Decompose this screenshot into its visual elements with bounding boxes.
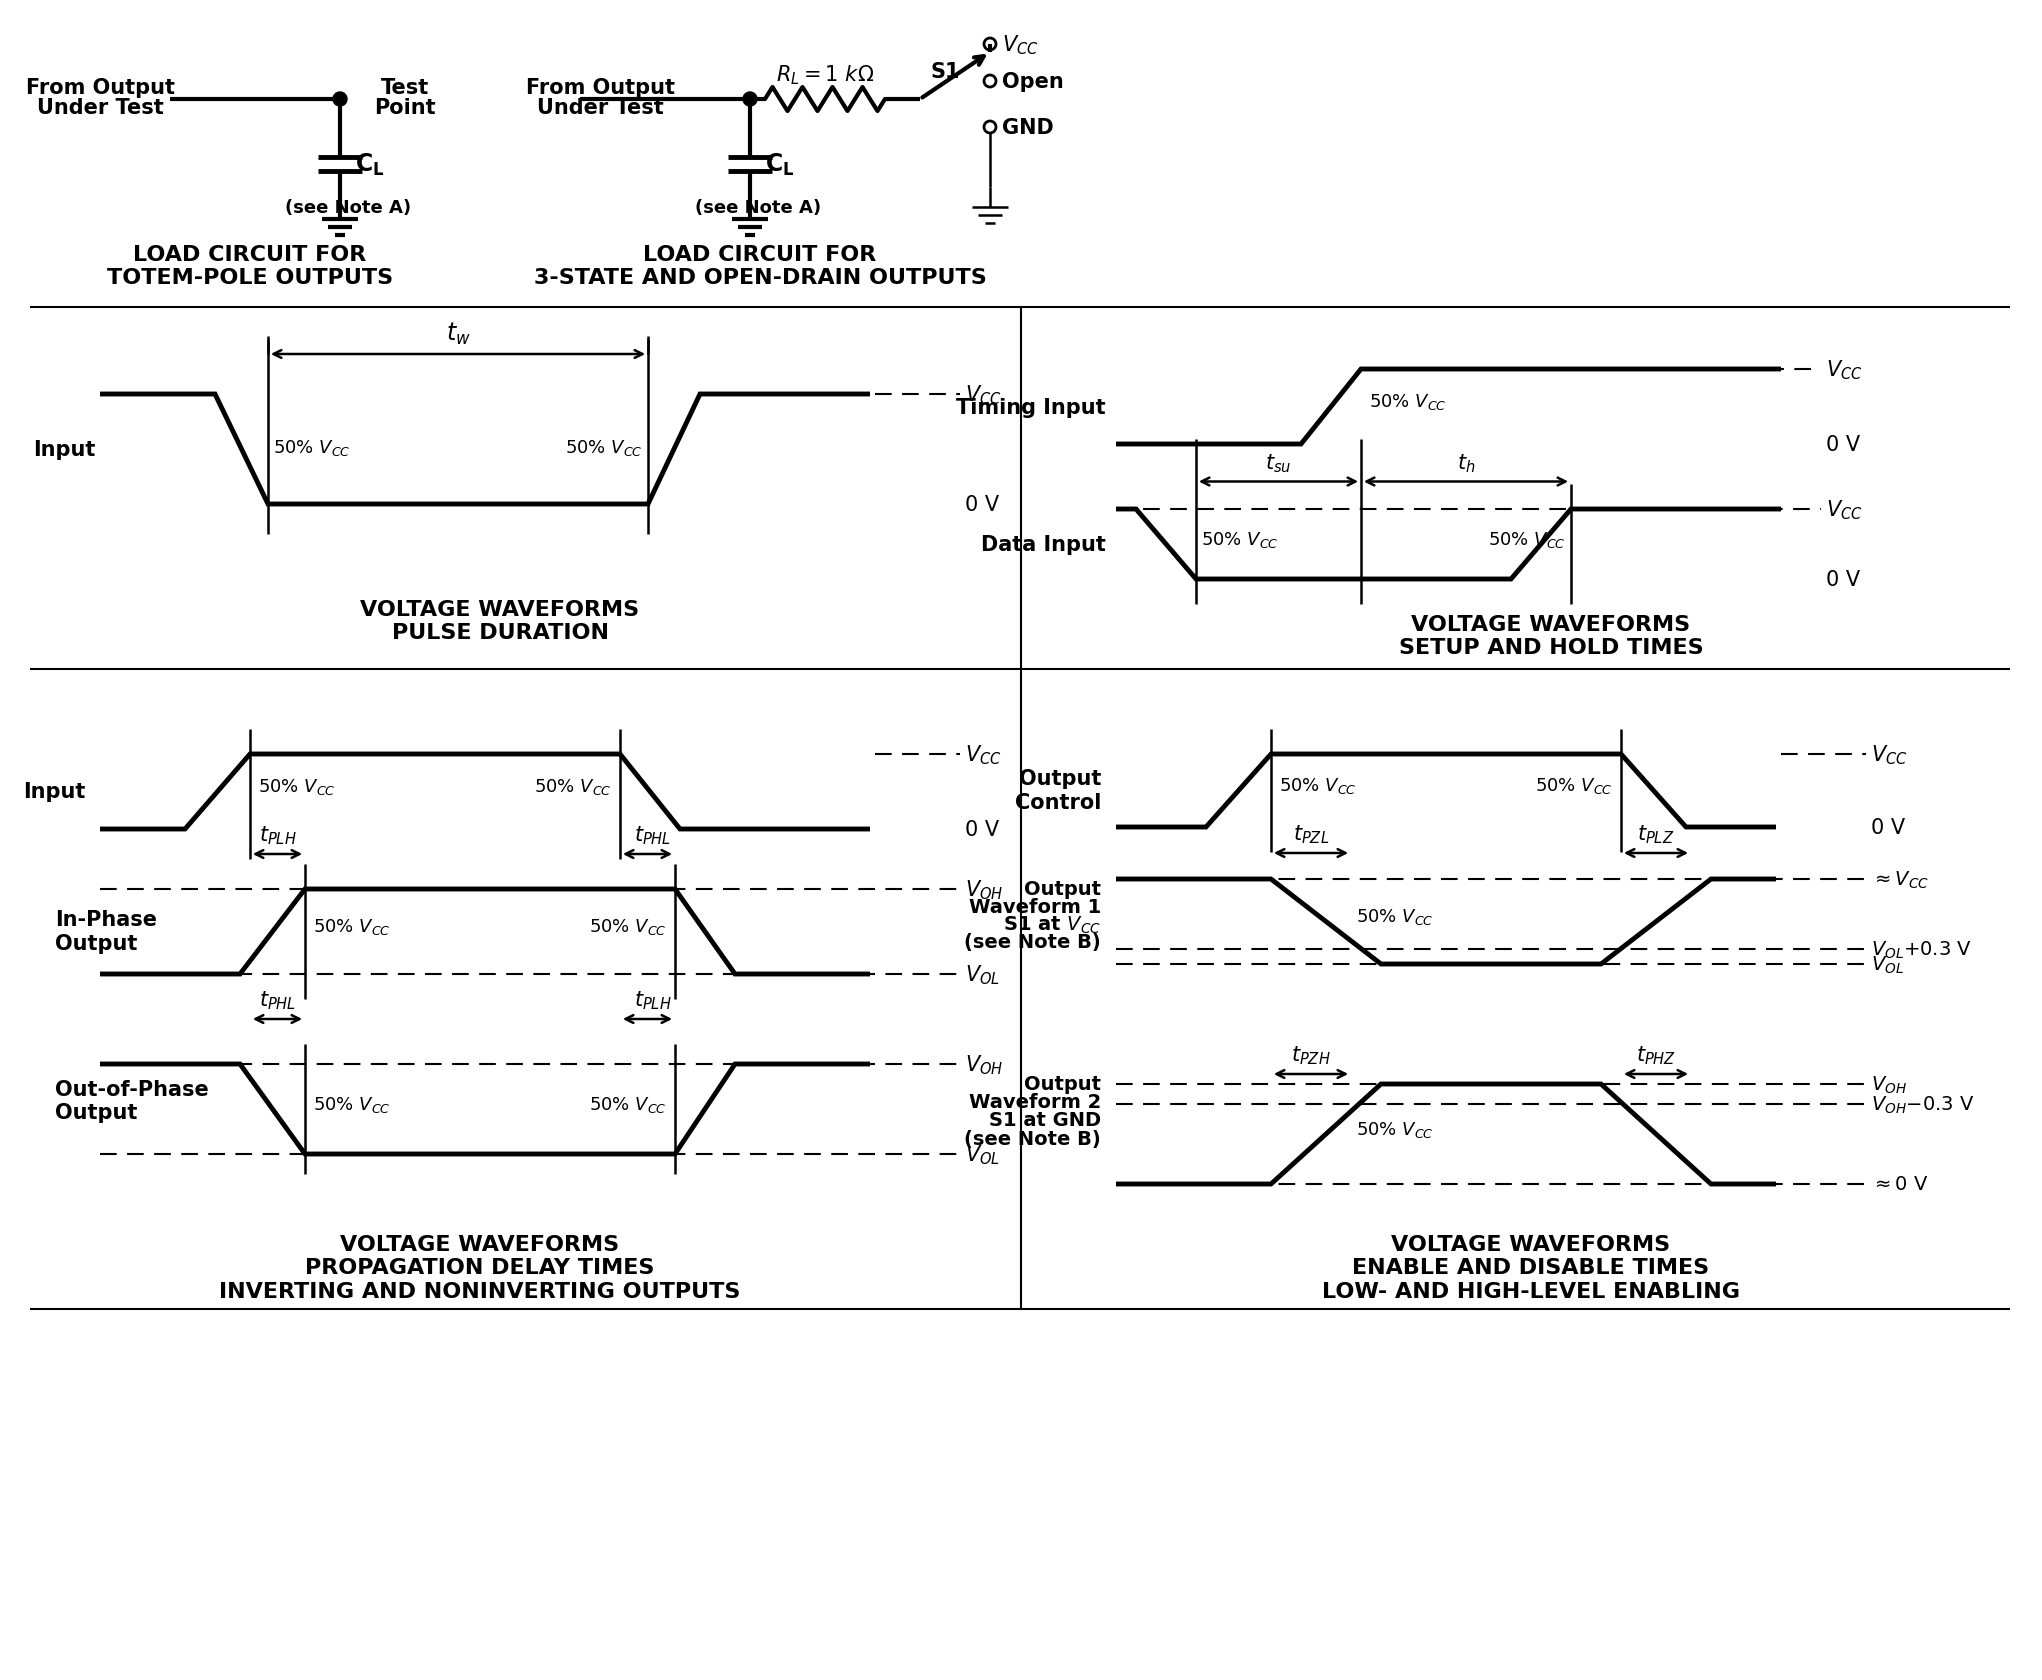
Text: Point: Point xyxy=(374,97,435,118)
Text: $V_{OH}$: $V_{OH}$ xyxy=(966,1053,1003,1077)
Text: 50% $V_{CC}$: 50% $V_{CC}$ xyxy=(1489,529,1566,549)
Text: $R_L = 1\ k\Omega$: $R_L = 1\ k\Omega$ xyxy=(776,64,874,87)
Text: $t_{PHL}$: $t_{PHL}$ xyxy=(633,823,672,847)
Text: 50% $V_{CC}$: 50% $V_{CC}$ xyxy=(257,778,335,796)
Text: Open: Open xyxy=(1003,72,1064,92)
Text: $V_{CC}$: $V_{CC}$ xyxy=(966,383,1003,407)
Text: VOLTAGE WAVEFORMS: VOLTAGE WAVEFORMS xyxy=(1411,615,1691,635)
Text: INVERTING AND NONINVERTING OUTPUTS: INVERTING AND NONINVERTING OUTPUTS xyxy=(218,1282,741,1302)
Text: 0 V: 0 V xyxy=(1870,818,1905,838)
Text: 50% $V_{CC}$: 50% $V_{CC}$ xyxy=(312,917,390,937)
Text: Output: Output xyxy=(55,1102,137,1122)
Text: $t_{PHZ}$: $t_{PHZ}$ xyxy=(1636,1043,1676,1067)
Text: $V_{OL}$: $V_{OL}$ xyxy=(966,1142,1001,1166)
Text: Output: Output xyxy=(55,934,137,954)
Text: TOTEM-POLE OUTPUTS: TOTEM-POLE OUTPUTS xyxy=(106,267,392,287)
Text: LOW- AND HIGH-LEVEL ENABLING: LOW- AND HIGH-LEVEL ENABLING xyxy=(1321,1282,1740,1302)
Text: 50% $V_{CC}$: 50% $V_{CC}$ xyxy=(590,1094,668,1114)
Text: Output: Output xyxy=(1023,1075,1101,1094)
Text: S1 at $V_{CC}$: S1 at $V_{CC}$ xyxy=(1003,914,1101,936)
Text: (see Note B): (see Note B) xyxy=(964,932,1101,953)
Text: LOAD CIRCUIT FOR: LOAD CIRCUIT FOR xyxy=(643,245,876,265)
Text: (see Note A): (see Note A) xyxy=(286,198,410,217)
Text: $t_{PZL}$: $t_{PZL}$ xyxy=(1293,823,1329,845)
Text: 50% $V_{CC}$: 50% $V_{CC}$ xyxy=(1356,907,1433,927)
Text: Under Test: Under Test xyxy=(537,97,664,118)
Text: $t_w$: $t_w$ xyxy=(445,321,470,346)
Text: ENABLE AND DISABLE TIMES: ENABLE AND DISABLE TIMES xyxy=(1352,1257,1709,1277)
Text: $\mathbf{C_L}$: $\mathbf{C_L}$ xyxy=(355,151,384,178)
Text: $t_h$: $t_h$ xyxy=(1456,452,1474,474)
Text: 3-STATE AND OPEN-DRAIN OUTPUTS: 3-STATE AND OPEN-DRAIN OUTPUTS xyxy=(533,267,986,287)
Text: S1 at GND: S1 at GND xyxy=(988,1110,1101,1131)
Text: 50% $V_{CC}$: 50% $V_{CC}$ xyxy=(590,917,668,937)
Text: VOLTAGE WAVEFORMS: VOLTAGE WAVEFORMS xyxy=(341,1235,619,1255)
Text: 50% $V_{CC}$: 50% $V_{CC}$ xyxy=(1201,529,1278,549)
Text: $V_{OL}$: $V_{OL}$ xyxy=(966,963,1001,986)
Text: 0 V: 0 V xyxy=(966,494,999,514)
Text: Data Input: Data Input xyxy=(980,534,1107,554)
Circle shape xyxy=(743,92,758,108)
Text: 50% $V_{CC}$: 50% $V_{CC}$ xyxy=(1356,1119,1433,1139)
Text: 0 V: 0 V xyxy=(966,820,999,840)
Text: Output: Output xyxy=(1019,769,1101,790)
Text: VOLTAGE WAVEFORMS: VOLTAGE WAVEFORMS xyxy=(1391,1235,1670,1255)
Text: 0 V: 0 V xyxy=(1826,570,1860,590)
Text: $t_{PLH}$: $t_{PLH}$ xyxy=(633,990,672,1011)
Text: 50% $V_{CC}$: 50% $V_{CC}$ xyxy=(1368,391,1446,412)
Text: 50% $V_{CC}$: 50% $V_{CC}$ xyxy=(566,438,643,457)
Circle shape xyxy=(333,92,347,108)
Text: 0 V: 0 V xyxy=(1826,435,1860,455)
Text: 50% $V_{CC}$: 50% $V_{CC}$ xyxy=(312,1094,390,1114)
Text: LOAD CIRCUIT FOR: LOAD CIRCUIT FOR xyxy=(133,245,368,265)
Text: $\approx$0 V: $\approx$0 V xyxy=(1870,1174,1930,1194)
Text: GND: GND xyxy=(1003,118,1054,138)
Text: $\mathbf{C_L}$: $\mathbf{C_L}$ xyxy=(766,151,794,178)
Text: S1: S1 xyxy=(929,62,960,82)
Text: $V_{OH}$: $V_{OH}$ xyxy=(1870,1074,1907,1095)
Text: $t_{PHL}$: $t_{PHL}$ xyxy=(259,990,296,1011)
Text: $V_{CC}$: $V_{CC}$ xyxy=(1870,743,1907,766)
Text: 50% $V_{CC}$: 50% $V_{CC}$ xyxy=(274,438,351,457)
Text: $V_{CC}$: $V_{CC}$ xyxy=(966,743,1003,766)
Text: Input: Input xyxy=(33,440,96,460)
Text: $t_{PLZ}$: $t_{PLZ}$ xyxy=(1638,823,1674,845)
Text: $t_{PLH}$: $t_{PLH}$ xyxy=(259,823,296,847)
Text: Under Test: Under Test xyxy=(37,97,163,118)
Text: From Output: From Output xyxy=(25,77,174,97)
Text: $V_{CC}$: $V_{CC}$ xyxy=(1826,497,1862,521)
Text: $t_{su}$: $t_{su}$ xyxy=(1266,452,1293,474)
Text: 50% $V_{CC}$: 50% $V_{CC}$ xyxy=(1278,776,1356,796)
Text: $V_{CC}$: $V_{CC}$ xyxy=(1003,34,1039,57)
Text: 50% $V_{CC}$: 50% $V_{CC}$ xyxy=(535,778,613,796)
Text: $\approx V_{CC}$: $\approx V_{CC}$ xyxy=(1870,869,1930,890)
Text: Input: Input xyxy=(22,781,86,801)
Text: (see Note A): (see Note A) xyxy=(694,198,821,217)
Text: Timing Input: Timing Input xyxy=(956,396,1107,417)
Text: $V_{OL}$: $V_{OL}$ xyxy=(1870,954,1903,974)
Text: 50% $V_{CC}$: 50% $V_{CC}$ xyxy=(1536,776,1613,796)
Text: Output: Output xyxy=(1023,880,1101,899)
Text: PROPAGATION DELAY TIMES: PROPAGATION DELAY TIMES xyxy=(306,1257,655,1277)
Text: $V_{OH}$$-$0.3 V: $V_{OH}$$-$0.3 V xyxy=(1870,1094,1975,1116)
Text: In-Phase: In-Phase xyxy=(55,911,157,931)
Text: Waveform 1: Waveform 1 xyxy=(968,899,1101,917)
Text: $t_{PZH}$: $t_{PZH}$ xyxy=(1291,1043,1331,1067)
Text: $V_{OH}$: $V_{OH}$ xyxy=(966,877,1003,900)
Text: PULSE DURATION: PULSE DURATION xyxy=(392,623,609,643)
Text: $V_{OL}$+0.3 V: $V_{OL}$+0.3 V xyxy=(1870,939,1973,959)
Text: Test: Test xyxy=(382,77,429,97)
Text: From Output: From Output xyxy=(525,77,674,97)
Text: SETUP AND HOLD TIMES: SETUP AND HOLD TIMES xyxy=(1399,638,1703,657)
Text: Out-of-Phase: Out-of-Phase xyxy=(55,1079,208,1099)
Text: VOLTAGE WAVEFORMS: VOLTAGE WAVEFORMS xyxy=(361,600,639,620)
Text: $V_{CC}$: $V_{CC}$ xyxy=(1826,358,1862,381)
Text: Control: Control xyxy=(1015,793,1101,813)
Text: (see Note B): (see Note B) xyxy=(964,1129,1101,1147)
Text: Waveform 2: Waveform 2 xyxy=(968,1094,1101,1112)
